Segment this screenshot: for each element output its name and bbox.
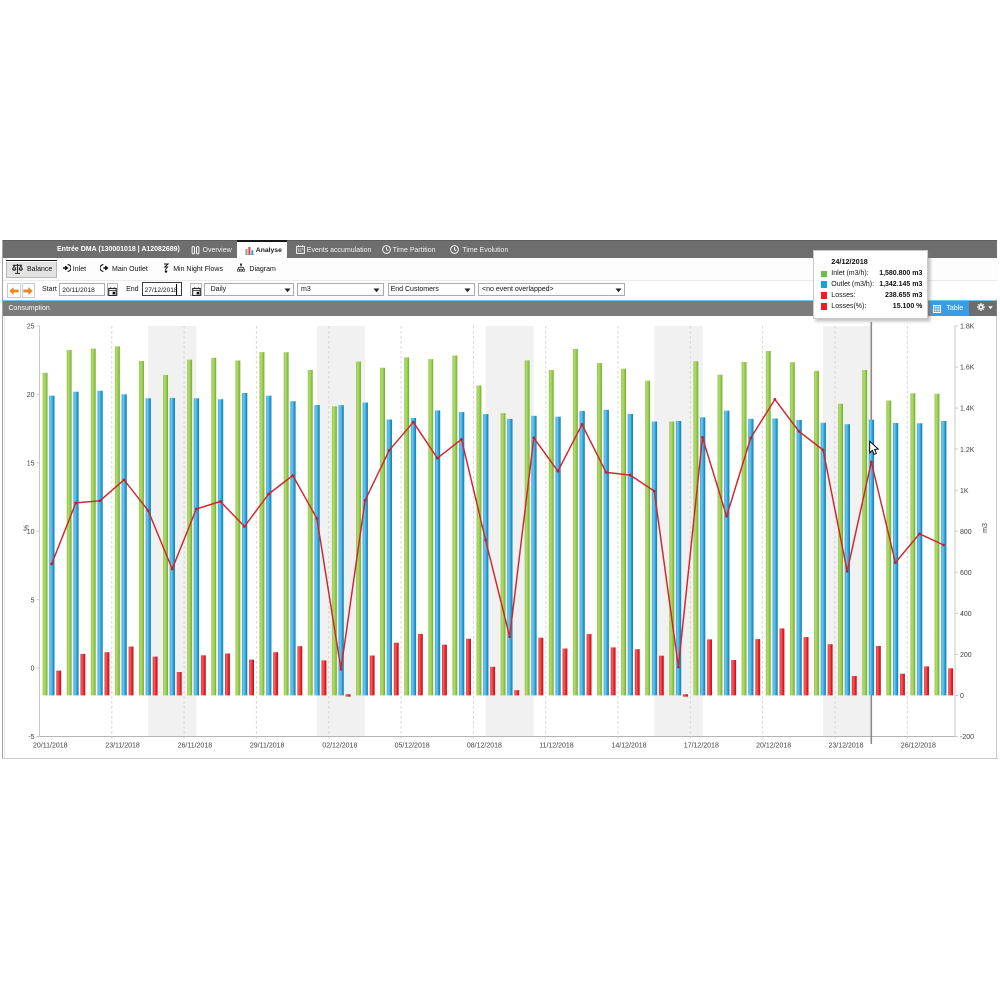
svg-text:1.4K: 1.4K bbox=[960, 406, 975, 413]
svg-text:-200: -200 bbox=[960, 734, 974, 741]
svg-text:26/11/2018: 26/11/2018 bbox=[178, 743, 213, 750]
svg-text:0: 0 bbox=[31, 666, 35, 673]
svg-text:15: 15 bbox=[27, 460, 35, 467]
svg-text:14/12/2018: 14/12/2018 bbox=[612, 743, 647, 750]
svg-text:23/11/2018: 23/11/2018 bbox=[105, 743, 140, 750]
svg-text:600: 600 bbox=[960, 570, 972, 577]
svg-text:20: 20 bbox=[27, 392, 35, 399]
svg-text:11/12/2018: 11/12/2018 bbox=[539, 743, 574, 750]
svg-text:0: 0 bbox=[960, 693, 964, 700]
svg-text:29/11/2018: 29/11/2018 bbox=[250, 743, 285, 750]
svg-text:26/12/2018: 26/12/2018 bbox=[901, 743, 936, 750]
svg-text:m3: m3 bbox=[982, 523, 989, 533]
svg-text:%: % bbox=[24, 525, 31, 531]
svg-text:-5: -5 bbox=[28, 734, 34, 741]
svg-text:25: 25 bbox=[27, 324, 35, 331]
svg-text:1.2K: 1.2K bbox=[960, 447, 975, 454]
svg-text:10: 10 bbox=[27, 529, 35, 536]
svg-text:800: 800 bbox=[960, 529, 972, 536]
svg-text:02/12/2018: 02/12/2018 bbox=[322, 743, 357, 750]
svg-text:400: 400 bbox=[960, 611, 972, 618]
svg-text:1K: 1K bbox=[960, 488, 969, 495]
svg-text:1.6K: 1.6K bbox=[960, 365, 975, 372]
svg-text:1.8K: 1.8K bbox=[960, 324, 975, 331]
svg-text:200: 200 bbox=[960, 652, 972, 659]
svg-text:5: 5 bbox=[31, 597, 35, 604]
svg-text:20/11/2018: 20/11/2018 bbox=[33, 743, 68, 750]
svg-text:17/12/2018: 17/12/2018 bbox=[684, 743, 719, 750]
svg-text:23/12/2018: 23/12/2018 bbox=[829, 743, 864, 750]
svg-text:05/12/2018: 05/12/2018 bbox=[395, 743, 430, 750]
svg-text:08/12/2018: 08/12/2018 bbox=[467, 743, 502, 750]
svg-text:20/12/2018: 20/12/2018 bbox=[756, 743, 791, 750]
